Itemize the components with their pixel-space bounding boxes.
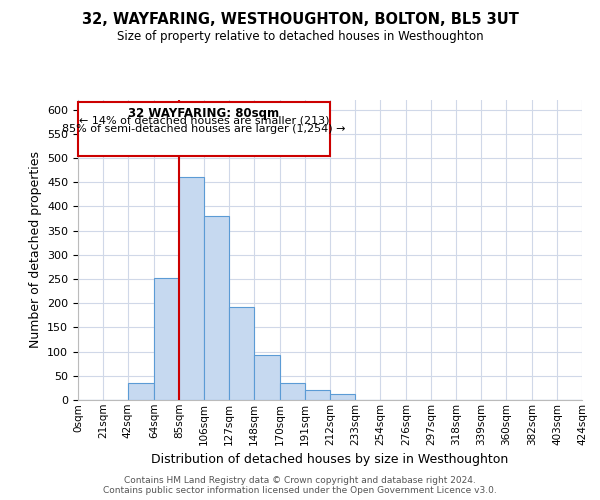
Text: 32, WAYFARING, WESTHOUGHTON, BOLTON, BL5 3UT: 32, WAYFARING, WESTHOUGHTON, BOLTON, BL5…	[82, 12, 518, 28]
Bar	[254, 356, 280, 400]
Bar	[305, 390, 330, 400]
Bar	[204, 216, 229, 400]
Y-axis label: Number of detached properties: Number of detached properties	[29, 152, 41, 348]
Bar	[78, 102, 330, 156]
Text: 85% of semi-detached houses are larger (1,254) →: 85% of semi-detached houses are larger (…	[62, 124, 346, 134]
Bar	[280, 383, 305, 400]
Bar	[330, 394, 355, 400]
X-axis label: Distribution of detached houses by size in Westhoughton: Distribution of detached houses by size …	[151, 453, 509, 466]
Text: Size of property relative to detached houses in Westhoughton: Size of property relative to detached ho…	[116, 30, 484, 43]
Text: 32 WAYFARING: 80sqm: 32 WAYFARING: 80sqm	[128, 107, 280, 120]
Text: Contains HM Land Registry data © Crown copyright and database right 2024.: Contains HM Land Registry data © Crown c…	[124, 476, 476, 485]
Bar	[154, 278, 179, 400]
Text: Contains public sector information licensed under the Open Government Licence v3: Contains public sector information licen…	[103, 486, 497, 495]
Bar	[179, 178, 204, 400]
Bar	[128, 383, 154, 400]
Bar	[229, 306, 254, 400]
Text: ← 14% of detached houses are smaller (213): ← 14% of detached houses are smaller (21…	[79, 116, 329, 126]
